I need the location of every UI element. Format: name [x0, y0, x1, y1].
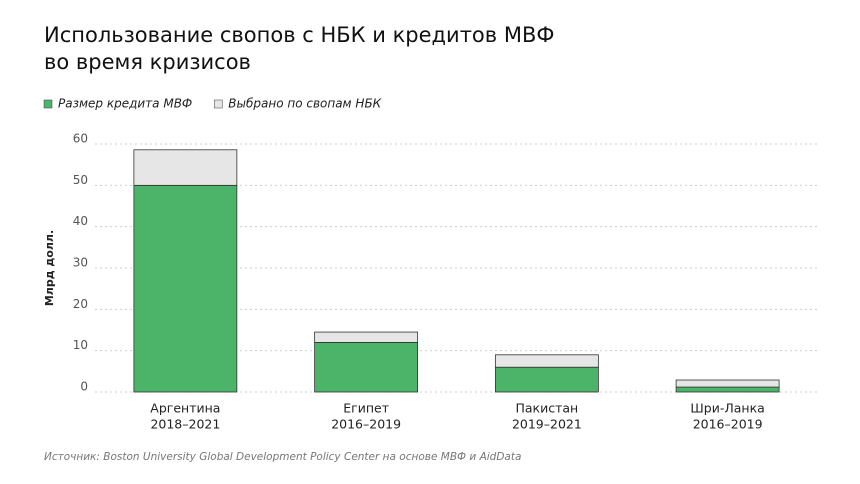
- bar-segment: [494, 366, 599, 393]
- y-tick-label: 60: [73, 132, 88, 146]
- y-tick-label: 10: [73, 338, 88, 352]
- legend-label: Размер кредита МВФ: [58, 97, 192, 111]
- source: Источник: Boston University Global Devel…: [44, 451, 521, 463]
- legend-label: Выбрано по свопам НБК: [228, 97, 381, 111]
- y-tick-label: 0: [80, 380, 88, 394]
- bar-segment: [675, 379, 780, 388]
- y-tick-label: 50: [73, 173, 88, 187]
- x-tick-label: Пакистан: [516, 401, 579, 416]
- bar-segment: [314, 331, 419, 343]
- x-tick-label: Египет: [343, 401, 389, 416]
- y-tick-label: 30: [73, 256, 88, 270]
- bar-segment: [494, 354, 599, 368]
- y-tick-label: 20: [73, 297, 88, 311]
- legend-swatch: [43, 99, 53, 109]
- x-tick-label: 2019–2021: [512, 417, 582, 432]
- bar-segment: [133, 184, 238, 393]
- bar-segment: [314, 341, 419, 393]
- legend-swatch: [213, 99, 223, 109]
- bar-segment: [133, 149, 238, 186]
- x-tick-label: Шри-Ланка: [690, 401, 764, 416]
- chart-title: во время кризисов: [44, 50, 251, 74]
- chart-title: Использование свопов с НБК и кредитов МВ…: [44, 23, 554, 47]
- x-tick-label: 2016–2019: [331, 417, 401, 432]
- y-axis-label: Млрд долл.: [43, 230, 56, 306]
- x-tick-label: 2016–2019: [693, 417, 763, 432]
- y-tick-label: 40: [73, 214, 88, 228]
- x-tick-label: Аргентина: [150, 401, 220, 416]
- bar-segment: [675, 386, 780, 393]
- x-tick-label: 2018–2021: [150, 417, 220, 432]
